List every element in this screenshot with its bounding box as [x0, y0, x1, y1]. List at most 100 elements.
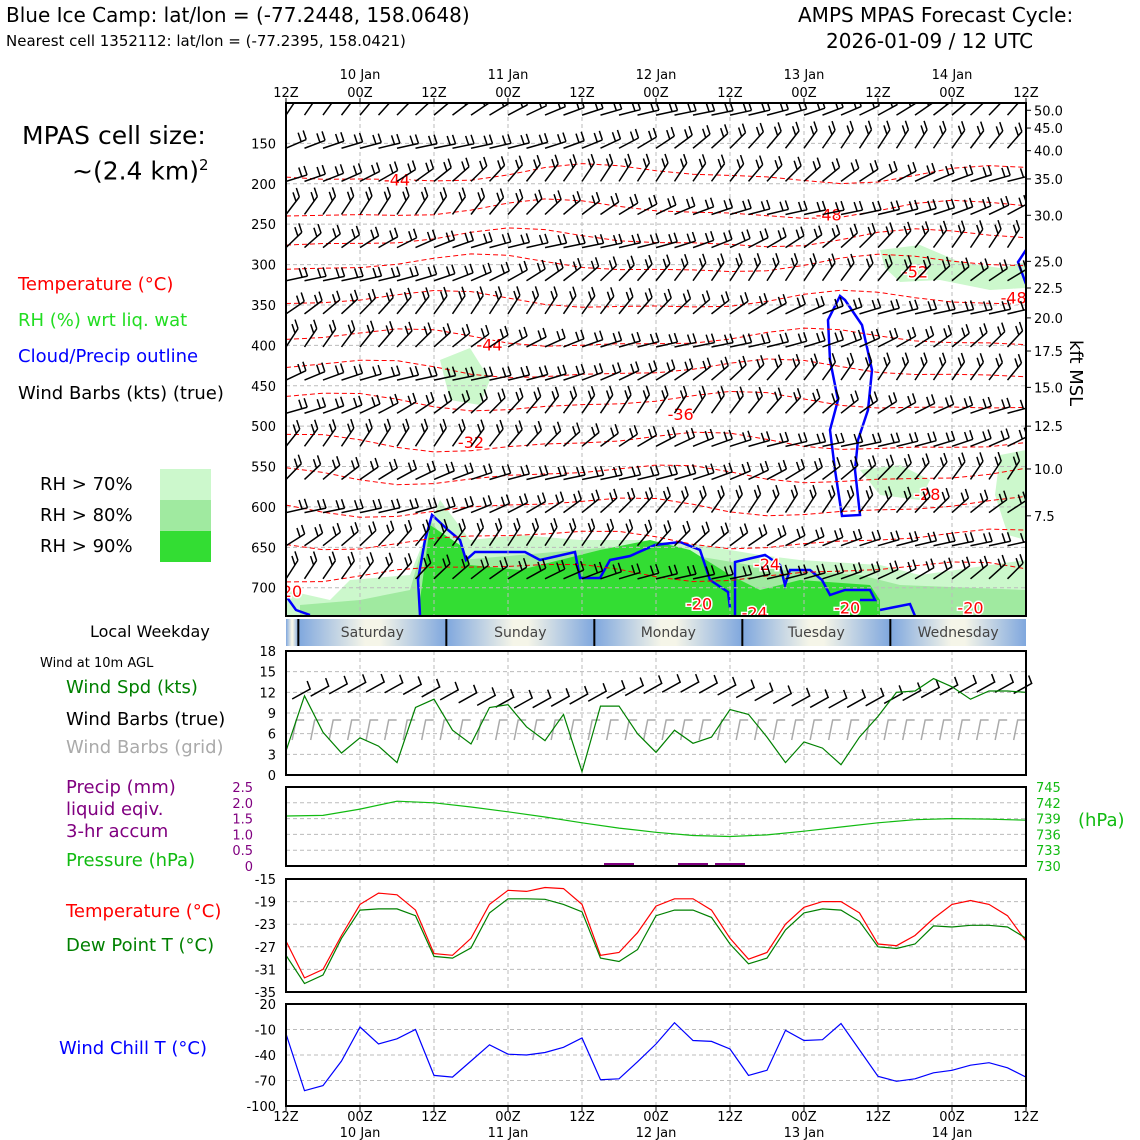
wind-barb: [322, 498, 346, 514]
panel-y-tick-label: 12: [259, 686, 276, 701]
true-barb: [920, 679, 941, 699]
wind-barb: [286, 266, 309, 282]
true-barb: [365, 673, 386, 693]
wind-barb: [618, 465, 642, 481]
wind-barb: [858, 352, 873, 381]
wind-barb: [488, 388, 506, 414]
wind-barb: [544, 421, 562, 447]
wind-barb: [1006, 451, 1021, 480]
cell-size-sup: 2: [199, 156, 209, 174]
wind-barb: [969, 452, 984, 480]
wind-barb: [304, 397, 327, 414]
wind-barb: [674, 464, 697, 481]
wind-barb: [1006, 353, 1023, 381]
wind-barb: [452, 157, 470, 182]
wind-barb: [1006, 219, 1021, 249]
wind-barb: [988, 322, 1006, 348]
wind-barb: [692, 290, 711, 315]
pressure-tick-label: 150: [251, 137, 276, 152]
wind-barb: [951, 488, 970, 514]
wind-barb: [914, 103, 934, 116]
wind-barb: [988, 300, 1012, 315]
wind-barb: [636, 254, 653, 282]
wind-barb: [526, 103, 548, 116]
wind-barb: [951, 121, 966, 149]
wind-barb: [1006, 122, 1023, 149]
wind-barb: [378, 498, 401, 514]
wind-barb: [433, 418, 447, 447]
wind-barb: [341, 225, 361, 249]
weekday-segment: [594, 619, 743, 646]
wind-barb: [803, 253, 817, 282]
grid-barb: [420, 719, 434, 741]
wind-barb: [840, 352, 855, 381]
wind-barb: [674, 427, 696, 448]
grid-barb: [716, 719, 730, 741]
wind-barb: [322, 103, 333, 116]
weekday-name: Sunday: [494, 625, 546, 641]
wind-barb: [452, 231, 475, 249]
wind-barb: [322, 290, 341, 315]
wind-barb: [396, 392, 417, 414]
true-barb: [865, 687, 885, 707]
wind-barb: [451, 286, 466, 315]
kft-tick-label: 35.0: [1034, 173, 1063, 188]
wind-barb: [304, 523, 324, 547]
wind-barb: [729, 333, 753, 348]
true-barb: [772, 685, 793, 705]
panel-y-tick-label: 6: [268, 728, 276, 743]
wind-barb: [877, 222, 894, 249]
wind-barb: [748, 199, 771, 216]
wind-barb: [600, 362, 622, 381]
wind-barb: [655, 385, 669, 414]
wind-barb: [821, 120, 836, 149]
wind-barb: [785, 103, 808, 116]
wind-barb: [674, 564, 697, 580]
wind-barb: [377, 552, 394, 580]
wind-barb: [378, 227, 399, 249]
panel-y-tick-label: -70: [255, 1075, 276, 1090]
rh-swatch-90: [160, 531, 211, 562]
weekday-segment: [890, 619, 1026, 646]
wind-barb: [914, 558, 935, 580]
bottom-date-label: 10 Jan: [340, 1126, 381, 1140]
wind-barb: [785, 526, 806, 547]
wind-barb: [563, 191, 581, 216]
wind-barb: [692, 565, 716, 580]
wind-barb: [840, 432, 864, 448]
wind-barb: [692, 154, 707, 182]
pressure-tick-label: 730: [1036, 860, 1061, 875]
grid-barb: [975, 719, 989, 741]
wind-barb: [637, 425, 658, 447]
wind-barb: [988, 428, 1010, 448]
wind-barb: [581, 423, 600, 447]
wind-barb: [581, 561, 604, 580]
temperature-contour: [286, 464, 1026, 486]
true-barb: [458, 684, 478, 704]
temperature-contour: [286, 390, 1026, 412]
wind-barb: [581, 363, 604, 381]
wind-barb: [488, 188, 505, 215]
wind-barb: [286, 361, 307, 381]
wind-barb: [303, 319, 318, 348]
wind-barb: [544, 258, 564, 282]
wind-barb: [581, 191, 601, 216]
bottom-time-tick-label: 00Z: [939, 1110, 965, 1125]
wind-barb: [341, 395, 363, 414]
wind-barb: [710, 124, 729, 149]
grid-barb: [605, 719, 619, 741]
wind-barb: [933, 163, 955, 183]
wind-barb: [618, 361, 640, 381]
wind-barb: [340, 551, 355, 580]
temperature-panel-frame: [285, 878, 1027, 993]
wind-barb: [951, 164, 974, 183]
wind-barb: [470, 389, 488, 414]
wind-barb: [970, 396, 993, 414]
wind-barb: [415, 265, 438, 282]
wind-barb: [951, 532, 975, 547]
kft-tick-label: 12.5: [1034, 420, 1063, 435]
wind-barb: [396, 103, 411, 116]
wind-barb: [433, 496, 456, 514]
wind-barb: [674, 358, 694, 381]
